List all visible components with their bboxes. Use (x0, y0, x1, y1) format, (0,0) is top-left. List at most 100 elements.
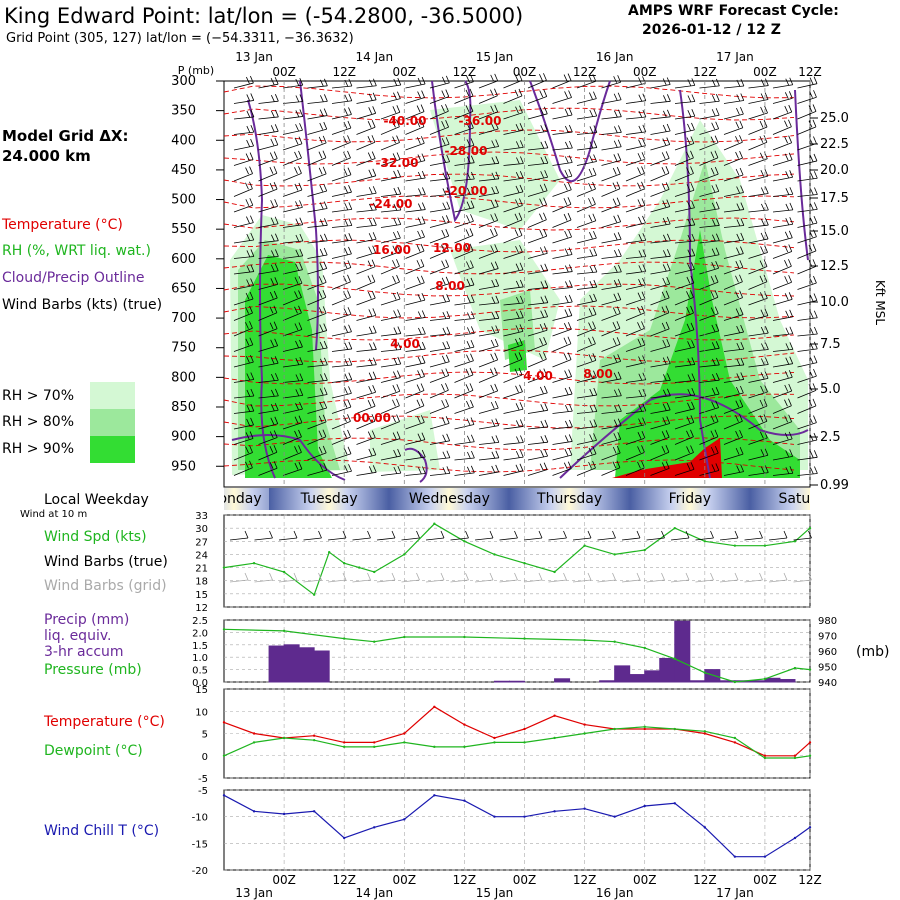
wind-barb-shaft (650, 395, 671, 399)
wind-barb (478, 88, 498, 104)
wind-barb-shaft (380, 84, 401, 89)
wind-barb-feather (347, 167, 352, 175)
wind-barb-feather (662, 277, 667, 285)
wind-barb-shaft (625, 222, 646, 228)
wind-barb-feather (808, 384, 813, 392)
wind-barb-feather (809, 203, 814, 211)
wind-barb-feather (736, 79, 741, 87)
wind-barb-feather (396, 119, 400, 127)
wind-barb-feather (665, 151, 670, 159)
bottom-hour-label: 12Z (573, 873, 597, 887)
wind-barb (527, 212, 547, 228)
wind-barb-feather (612, 446, 617, 454)
wind-barb-feather (662, 403, 667, 411)
wind-barb-shaft (380, 333, 401, 337)
wind-barb-feather (445, 75, 450, 84)
wind-barb-shaft (552, 410, 573, 414)
wind-barb-shaft (527, 469, 548, 476)
model-grid-value: 24.000 km (2, 147, 91, 165)
wind-barb (601, 292, 622, 306)
wind-barb-feather (760, 372, 765, 380)
wind-barb-feather (788, 230, 793, 238)
wind-barb-feather (686, 137, 691, 145)
wind-barb-feather (764, 92, 769, 100)
wind-barb-shaft (282, 116, 303, 120)
wind-barb-shaft (699, 85, 720, 89)
wind-barb-feather (563, 74, 568, 82)
surface-barb-true (719, 537, 739, 541)
wind-barb-feather (788, 259, 792, 267)
wind-barb-feather (344, 234, 349, 241)
wind-barb-shaft (601, 313, 621, 321)
wind-barb-feather (465, 244, 470, 252)
wind-barb-feather (567, 182, 572, 190)
wind-barb-shaft (625, 312, 645, 321)
wind-barb (625, 321, 645, 337)
wind-barb-feather (299, 94, 304, 102)
wind-barb-feather (343, 168, 348, 176)
wind-barb-shaft (307, 173, 327, 182)
wind-barb-feather (519, 262, 524, 270)
wind-barb-feather (568, 247, 573, 255)
wind-barb (699, 108, 720, 120)
wind-barb (527, 228, 548, 244)
wind-barb-shaft (233, 452, 253, 461)
wind-barb (601, 92, 622, 104)
wind-barb-feather (667, 94, 671, 102)
wind-barb-shaft (797, 143, 817, 151)
wind-barb-shaft (601, 173, 621, 182)
wind-barb-feather (613, 433, 618, 440)
wind-barb (429, 187, 451, 197)
wind-barb-feather (299, 78, 304, 86)
wind-barb (674, 401, 695, 414)
rh-region-7 (500, 290, 535, 360)
wind-barb-shaft (282, 224, 303, 228)
wind-barb-feather (739, 307, 744, 315)
wind-barb-feather (637, 182, 641, 190)
wind-barb-feather (593, 108, 598, 117)
dewpoint-line-point (463, 745, 466, 749)
wind-barb-feather (568, 434, 573, 442)
wind-barb-feather (347, 135, 351, 143)
wind-barb-shaft (307, 240, 328, 244)
wind-barb (307, 445, 327, 461)
wind-barb-shaft (797, 473, 818, 476)
wind-barb-feather (642, 403, 647, 411)
wind-barb-feather (344, 247, 348, 255)
wind-barb-shaft (552, 426, 573, 430)
wind-barb (601, 197, 621, 213)
wind-barb (674, 462, 695, 476)
temperature-line-point (433, 705, 436, 708)
wind-barb-shaft (797, 160, 818, 166)
wind-barb-shaft (258, 379, 279, 383)
wind-barb-feather (789, 309, 794, 317)
wind-barb (527, 403, 549, 414)
top-hour-label: 00Z (753, 65, 777, 79)
wind-barb-feather (691, 94, 696, 102)
wind-barb-feather (490, 214, 495, 222)
wind-barb-feather (273, 430, 278, 438)
wind-barb-feather (274, 263, 279, 271)
wind-speed-line-point (358, 566, 361, 569)
wind-barb-feather (250, 372, 255, 380)
wind-barb-feather (494, 367, 498, 375)
wind-barb-feather (417, 171, 422, 179)
windchill-line-point (403, 818, 406, 821)
wind-barb-feather (318, 276, 323, 284)
wind-barb-shaft (356, 378, 377, 383)
wind-barb-feather (764, 325, 769, 334)
wind-barb-feather (589, 92, 593, 100)
wind-barb-feather (250, 264, 255, 272)
top-date-label: 15 Jan (476, 50, 514, 64)
wind-barb-feather (322, 429, 327, 437)
wind-barb-shaft (356, 224, 377, 228)
wind-barb (282, 217, 304, 228)
wind-barb (405, 415, 425, 430)
label-pressure-unit: (mb) (856, 644, 890, 660)
wind-barb-feather (809, 294, 814, 302)
wind-barb (674, 322, 695, 337)
wind-barb (601, 432, 622, 445)
wind-barb-feather (641, 430, 646, 439)
wind-barb-shaft (797, 375, 817, 383)
